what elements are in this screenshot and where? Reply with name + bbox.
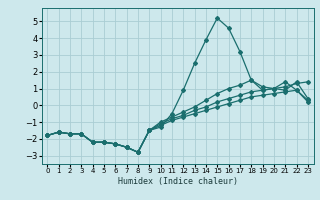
X-axis label: Humidex (Indice chaleur): Humidex (Indice chaleur) bbox=[118, 177, 237, 186]
